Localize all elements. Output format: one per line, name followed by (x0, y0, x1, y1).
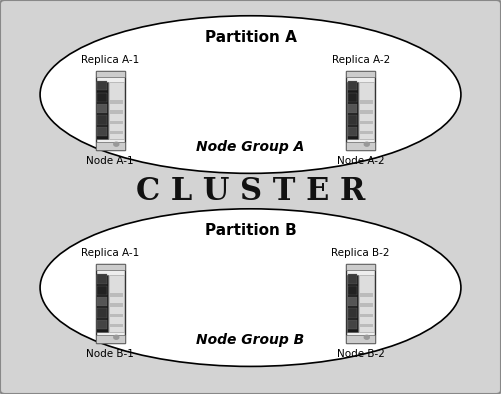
Bar (96, 264, 125, 270)
Bar (348, 104, 357, 113)
Bar (110, 293, 123, 297)
Bar (97, 115, 107, 125)
Text: Node Group B: Node Group B (196, 333, 305, 347)
Bar (348, 320, 357, 329)
Bar (109, 82, 124, 139)
Text: Node A-2: Node A-2 (337, 156, 385, 165)
Text: C L U S T E R: C L U S T E R (136, 176, 365, 206)
Ellipse shape (40, 16, 461, 173)
Bar (360, 131, 373, 134)
Text: Node A-1: Node A-1 (86, 156, 134, 165)
Bar (360, 324, 373, 327)
Bar (346, 142, 375, 150)
Bar (110, 100, 123, 104)
Bar (346, 264, 375, 270)
Bar (110, 314, 123, 317)
Bar (348, 275, 357, 284)
Bar (110, 303, 123, 307)
Bar (360, 303, 373, 307)
Circle shape (114, 142, 119, 146)
Bar (97, 297, 107, 306)
Bar (348, 309, 357, 318)
Bar (109, 275, 124, 332)
Bar (97, 275, 107, 284)
Text: Partition A: Partition A (204, 30, 297, 45)
Bar (346, 264, 375, 343)
Text: Partition B: Partition B (204, 223, 297, 238)
Bar (347, 275, 358, 332)
Bar (348, 82, 357, 91)
Bar (347, 82, 358, 139)
Bar (110, 110, 123, 114)
Bar (110, 324, 123, 327)
Circle shape (364, 335, 369, 339)
Bar (97, 286, 107, 295)
Ellipse shape (40, 209, 461, 366)
Bar (96, 71, 125, 150)
Bar (346, 71, 375, 77)
Text: Node Group A: Node Group A (196, 139, 305, 154)
Bar (96, 264, 125, 343)
Bar (346, 335, 375, 343)
Text: Node B-2: Node B-2 (337, 349, 385, 359)
Bar (97, 320, 107, 329)
Bar (348, 297, 357, 306)
Bar (97, 127, 107, 136)
Bar (348, 115, 357, 125)
Bar (359, 275, 374, 332)
Text: Node B-1: Node B-1 (86, 349, 134, 359)
Bar (360, 293, 373, 297)
Text: Replica A-2: Replica A-2 (332, 55, 390, 65)
Text: Replica B-2: Replica B-2 (332, 248, 390, 258)
Text: Replica A-1: Replica A-1 (81, 248, 139, 258)
Bar (348, 286, 357, 295)
Bar (110, 121, 123, 124)
Bar (348, 93, 357, 102)
Bar (360, 121, 373, 124)
Bar (96, 82, 108, 139)
Bar (348, 127, 357, 136)
Text: Replica A-1: Replica A-1 (81, 55, 139, 65)
Bar (96, 71, 125, 77)
Bar (359, 82, 374, 139)
Bar (360, 110, 373, 114)
Circle shape (364, 142, 369, 146)
Bar (110, 131, 123, 134)
Bar (97, 104, 107, 113)
Bar (96, 142, 125, 150)
Bar (360, 314, 373, 317)
Bar (97, 93, 107, 102)
Bar (346, 71, 375, 150)
Bar (97, 309, 107, 318)
Bar (96, 335, 125, 343)
Bar (360, 100, 373, 104)
Bar (97, 82, 107, 91)
Bar (96, 275, 108, 332)
Circle shape (114, 335, 119, 339)
